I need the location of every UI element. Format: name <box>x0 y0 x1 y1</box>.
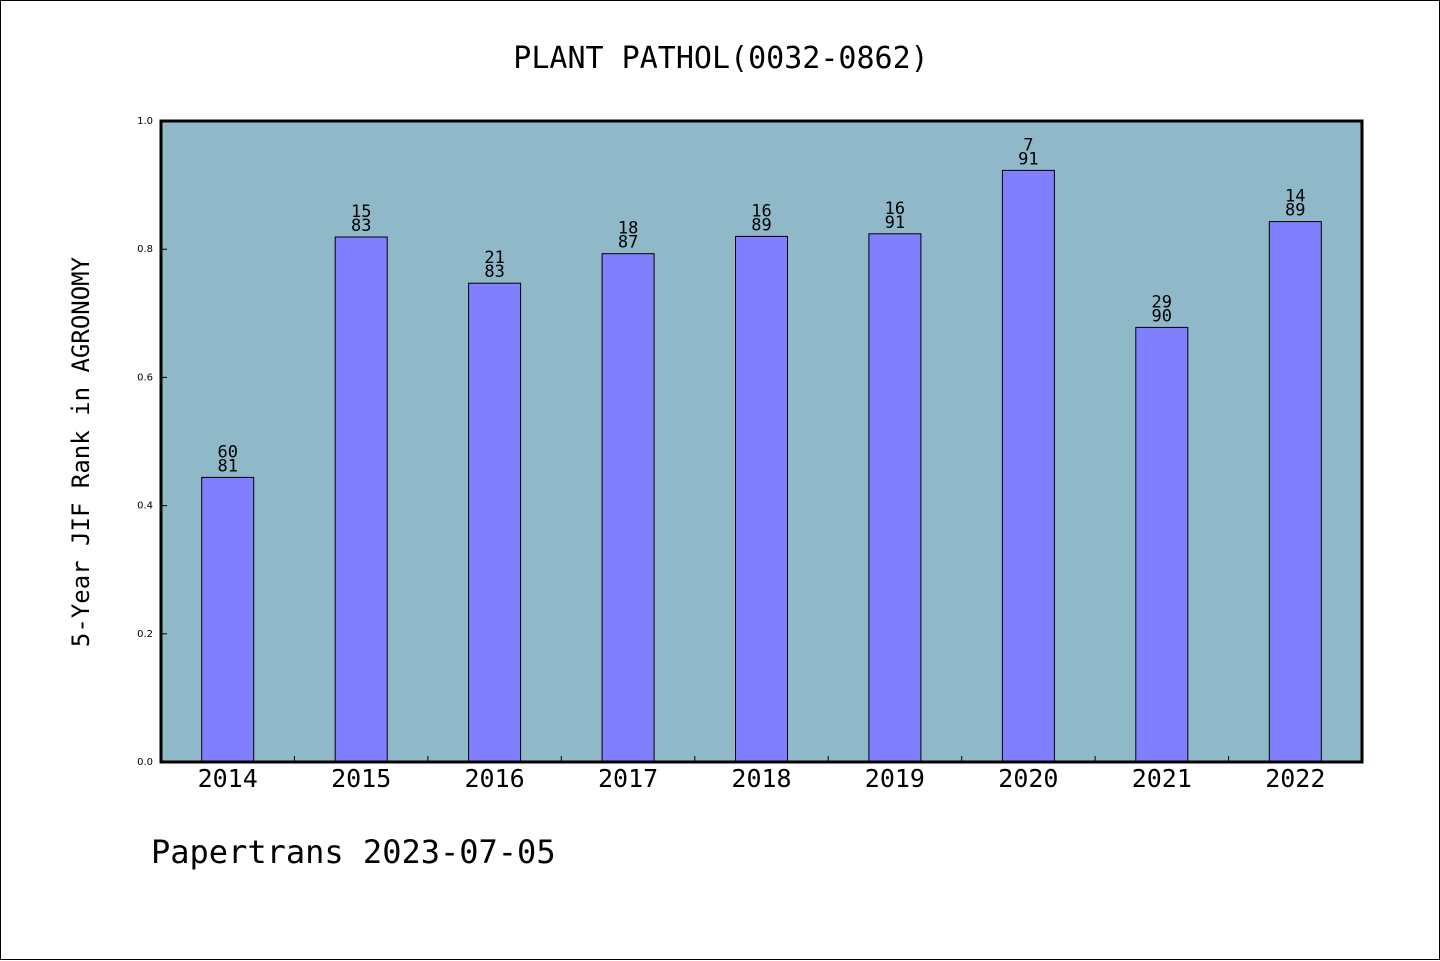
bar-rank-label: 7 <box>1023 135 1033 155</box>
x-tick-label: 2015 <box>331 764 391 793</box>
bar-total-label: 81 <box>217 456 237 476</box>
bar-total-label: 87 <box>618 233 638 253</box>
bar-total-label: 83 <box>484 262 504 282</box>
bar-rank-label: 16 <box>751 201 771 221</box>
x-tick-label: 2018 <box>731 764 791 793</box>
bar-2017 <box>601 253 655 763</box>
bar-2019 <box>868 233 922 763</box>
bar-total-label: 91 <box>1018 149 1038 169</box>
bar-rank-label: 18 <box>618 219 638 239</box>
bar-2020 <box>1001 169 1055 763</box>
bar-total-label: 89 <box>751 215 771 235</box>
bar-rank-label: 16 <box>885 199 905 219</box>
chart-title: PLANT PATHOL(0032-0862) <box>513 41 928 76</box>
bar-2014 <box>201 476 255 763</box>
y-axis-label: 5-Year JIF Rank in AGRONOMY <box>67 256 95 647</box>
x-tick-label: 2016 <box>464 764 524 793</box>
bar-rank-label: 21 <box>484 248 504 268</box>
x-axis: 2014 2015 2016 2017 2018 2019 2020 2021 2022 <box>198 756 1325 793</box>
bar-rank-label: 29 <box>1152 292 1172 312</box>
bar-2021 <box>1135 326 1189 763</box>
y-tick-label: 0.6 <box>137 372 153 383</box>
bars-group <box>201 169 1322 763</box>
y-tick-label: 0.2 <box>137 629 153 640</box>
bar-total-label: 90 <box>1152 306 1172 326</box>
x-tick-label: 2014 <box>198 764 258 793</box>
y-tick-label: 0.8 <box>137 244 153 255</box>
bar-2016 <box>468 282 522 763</box>
bar-2022 <box>1268 221 1322 763</box>
x-tick-label: 2020 <box>998 764 1058 793</box>
bar-rank-label: 15 <box>351 202 371 222</box>
bar-total-label: 89 <box>1285 201 1305 221</box>
x-tick-label: 2021 <box>1132 764 1192 793</box>
bar-rank-label: 60 <box>217 442 237 462</box>
x-tick-label: 2019 <box>865 764 925 793</box>
bar-total-label: 83 <box>351 216 371 236</box>
footer-text: Papertrans 2023-07-05 <box>151 833 556 871</box>
bar-rank-label: 14 <box>1285 187 1305 207</box>
x-tick-label: 2017 <box>598 764 658 793</box>
bar-total-label: 91 <box>885 213 905 233</box>
bar-2015 <box>334 236 388 763</box>
bar-2018 <box>735 235 788 763</box>
y-tick-label: 0.0 <box>137 757 153 768</box>
y-tick-label: 0.4 <box>137 501 153 512</box>
x-tick-label: 2022 <box>1265 764 1325 793</box>
y-tick-label: 1.0 <box>137 116 153 127</box>
plot-border <box>159 119 1364 764</box>
